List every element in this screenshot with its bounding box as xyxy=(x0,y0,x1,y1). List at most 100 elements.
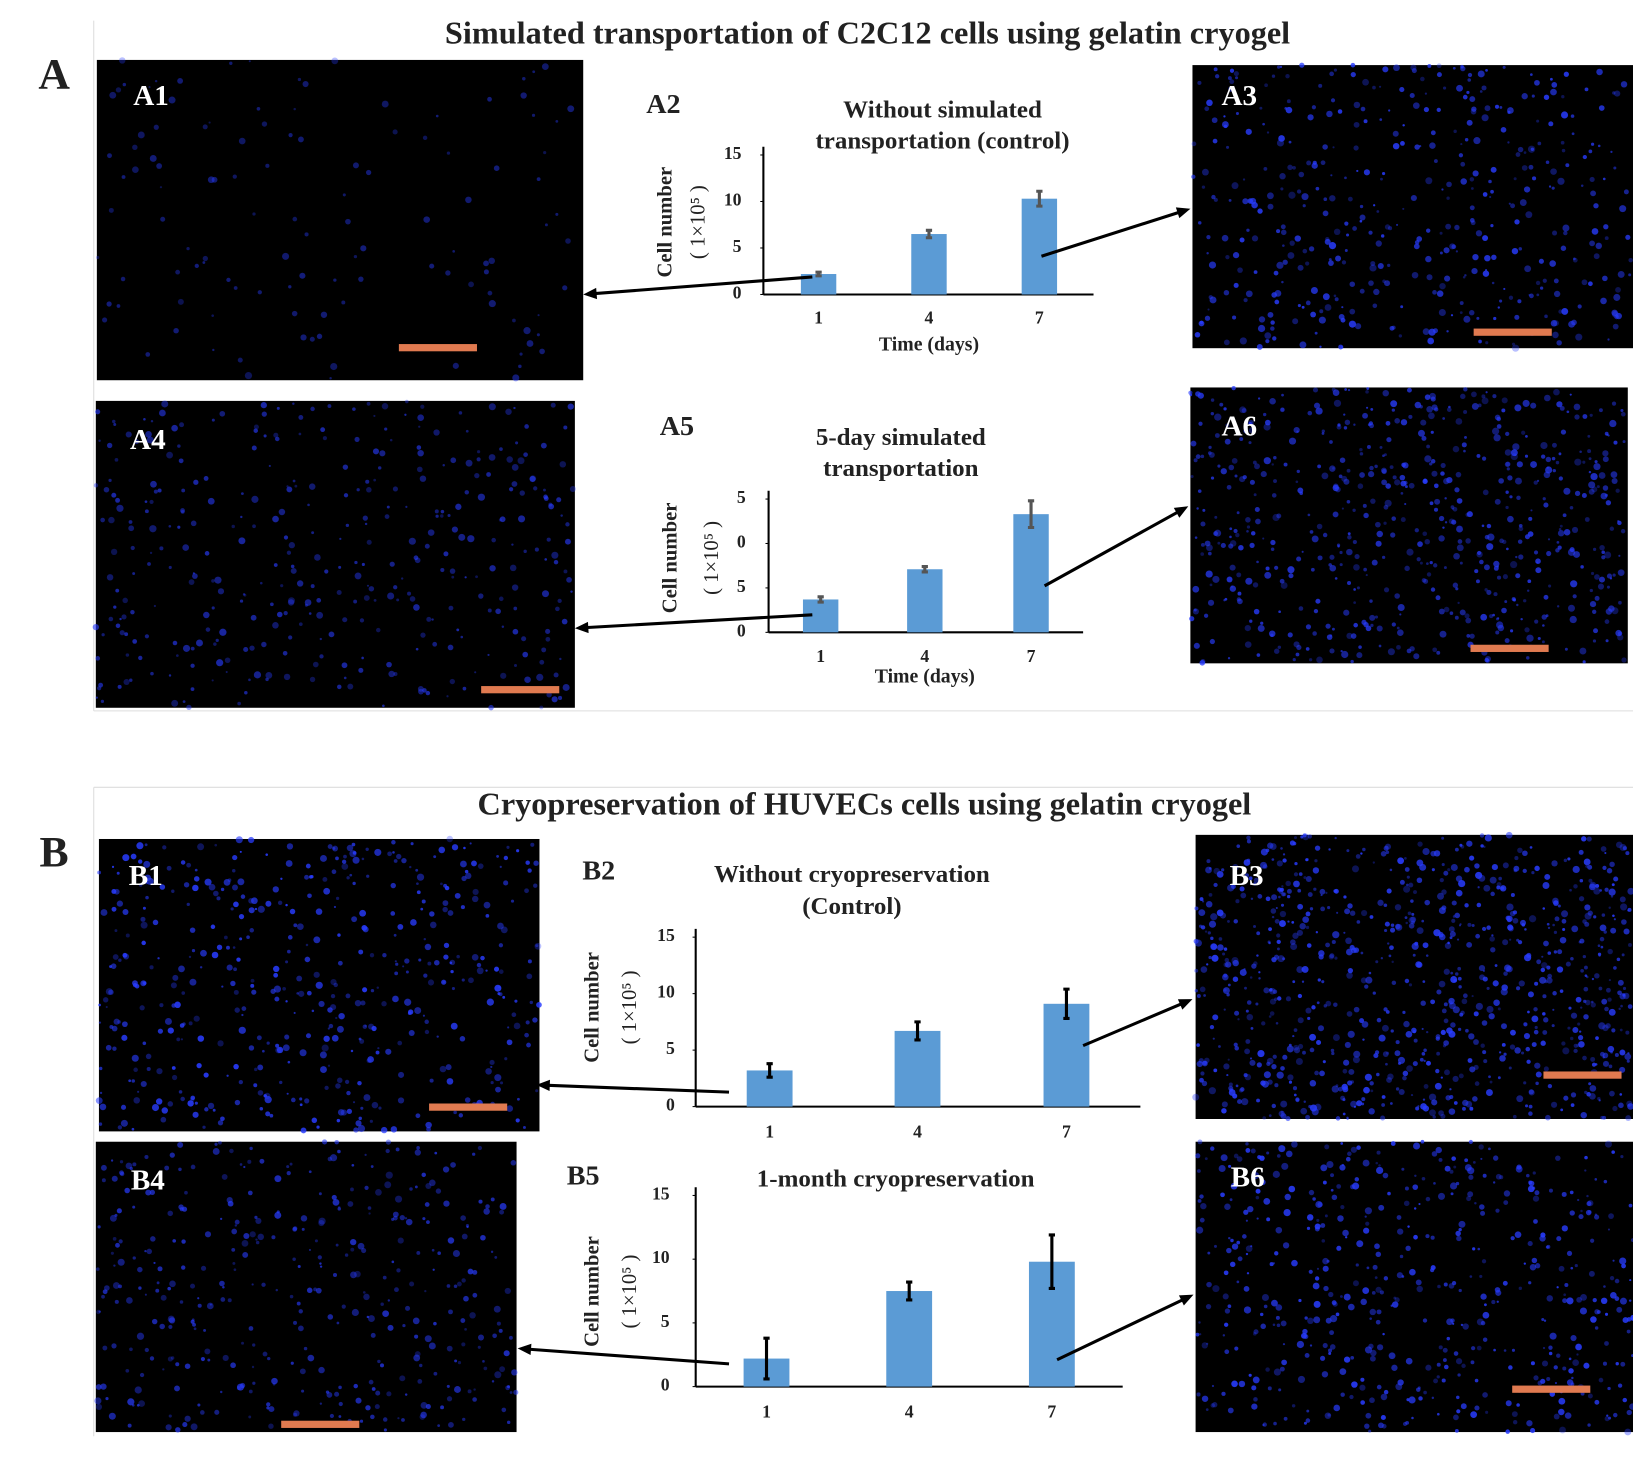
cell xyxy=(132,980,138,987)
cell xyxy=(1466,840,1473,847)
cell xyxy=(1324,238,1331,245)
cell xyxy=(204,1231,212,1238)
cell xyxy=(1367,471,1375,478)
cell xyxy=(1523,954,1532,962)
cell xyxy=(1368,230,1373,235)
cell xyxy=(505,1385,511,1391)
cell xyxy=(1493,434,1501,442)
cell xyxy=(137,131,145,139)
cell xyxy=(1326,1160,1334,1169)
cell xyxy=(1521,93,1528,100)
cell xyxy=(359,1038,365,1044)
cell xyxy=(1237,1256,1243,1262)
cell xyxy=(1530,509,1533,512)
cell xyxy=(1265,1367,1270,1372)
cell xyxy=(1616,957,1621,962)
cell xyxy=(450,969,454,974)
cell xyxy=(397,1097,405,1104)
cell xyxy=(1395,1087,1400,1091)
cell xyxy=(1243,1306,1252,1314)
cell xyxy=(1476,453,1481,458)
cell xyxy=(1475,579,1480,584)
cell xyxy=(1594,1063,1598,1066)
cell xyxy=(1572,1027,1579,1033)
cell xyxy=(400,577,404,580)
cell xyxy=(1381,1024,1389,1032)
cell xyxy=(1458,1073,1464,1079)
cell xyxy=(181,1206,188,1212)
cell xyxy=(1325,942,1330,948)
cell xyxy=(1489,936,1495,942)
cell xyxy=(1265,566,1270,571)
cell xyxy=(1353,1006,1360,1013)
cell xyxy=(333,982,338,988)
cell xyxy=(1382,454,1385,458)
cell xyxy=(1327,1413,1331,1417)
cell xyxy=(1428,412,1435,420)
cell xyxy=(413,555,419,561)
cell xyxy=(1464,274,1467,277)
cell xyxy=(424,543,430,549)
cell xyxy=(174,1385,180,1392)
cell xyxy=(290,564,295,569)
cell xyxy=(1308,1269,1313,1274)
cell xyxy=(101,1294,105,1299)
cell xyxy=(1402,1075,1407,1081)
cell xyxy=(304,1098,310,1104)
cell xyxy=(1531,1015,1539,1023)
cell xyxy=(1554,916,1560,922)
cell xyxy=(1353,145,1359,151)
cell xyxy=(1607,997,1612,1002)
cell xyxy=(1547,973,1553,979)
cell xyxy=(192,884,199,892)
cell xyxy=(244,691,248,695)
cell xyxy=(1455,418,1463,425)
cell xyxy=(1574,1264,1578,1268)
cell xyxy=(1321,980,1325,984)
cell xyxy=(1360,106,1366,112)
cell xyxy=(138,1286,142,1290)
cell xyxy=(531,113,536,117)
cell xyxy=(1467,78,1472,82)
cell xyxy=(1421,1176,1426,1181)
cell xyxy=(1511,1411,1518,1418)
cell xyxy=(1196,1226,1204,1234)
cell xyxy=(1556,605,1560,608)
cell xyxy=(1417,1105,1420,1108)
cell xyxy=(1597,952,1602,956)
cell xyxy=(1356,1145,1361,1150)
cell xyxy=(1280,1113,1287,1120)
cell xyxy=(1603,1179,1608,1184)
cell xyxy=(390,911,396,916)
cell xyxy=(1603,930,1607,934)
cell xyxy=(1204,315,1211,321)
cell xyxy=(288,285,292,289)
cell xyxy=(1199,659,1206,666)
cell xyxy=(1369,1317,1372,1320)
cell xyxy=(1228,464,1235,471)
cell xyxy=(1298,1298,1302,1303)
cell xyxy=(1309,530,1314,534)
cell xyxy=(1353,1105,1356,1108)
cell xyxy=(350,1247,355,1252)
cell xyxy=(410,919,417,926)
cell xyxy=(1400,517,1406,523)
cell xyxy=(299,1049,307,1057)
cell xyxy=(1359,1384,1366,1391)
cell xyxy=(1591,1062,1597,1067)
cell xyxy=(1322,1265,1329,1272)
cell xyxy=(1228,1164,1232,1168)
cell xyxy=(386,1391,392,1397)
cell xyxy=(1555,1155,1561,1161)
cell xyxy=(1263,167,1268,171)
cell xyxy=(1221,1391,1226,1396)
cell xyxy=(1518,526,1524,532)
cell xyxy=(273,972,279,978)
cell xyxy=(1261,1021,1266,1026)
cell xyxy=(266,1041,270,1045)
cell xyxy=(364,1185,369,1190)
cell xyxy=(1274,648,1280,654)
cell xyxy=(1308,658,1313,662)
cell xyxy=(1297,903,1304,910)
